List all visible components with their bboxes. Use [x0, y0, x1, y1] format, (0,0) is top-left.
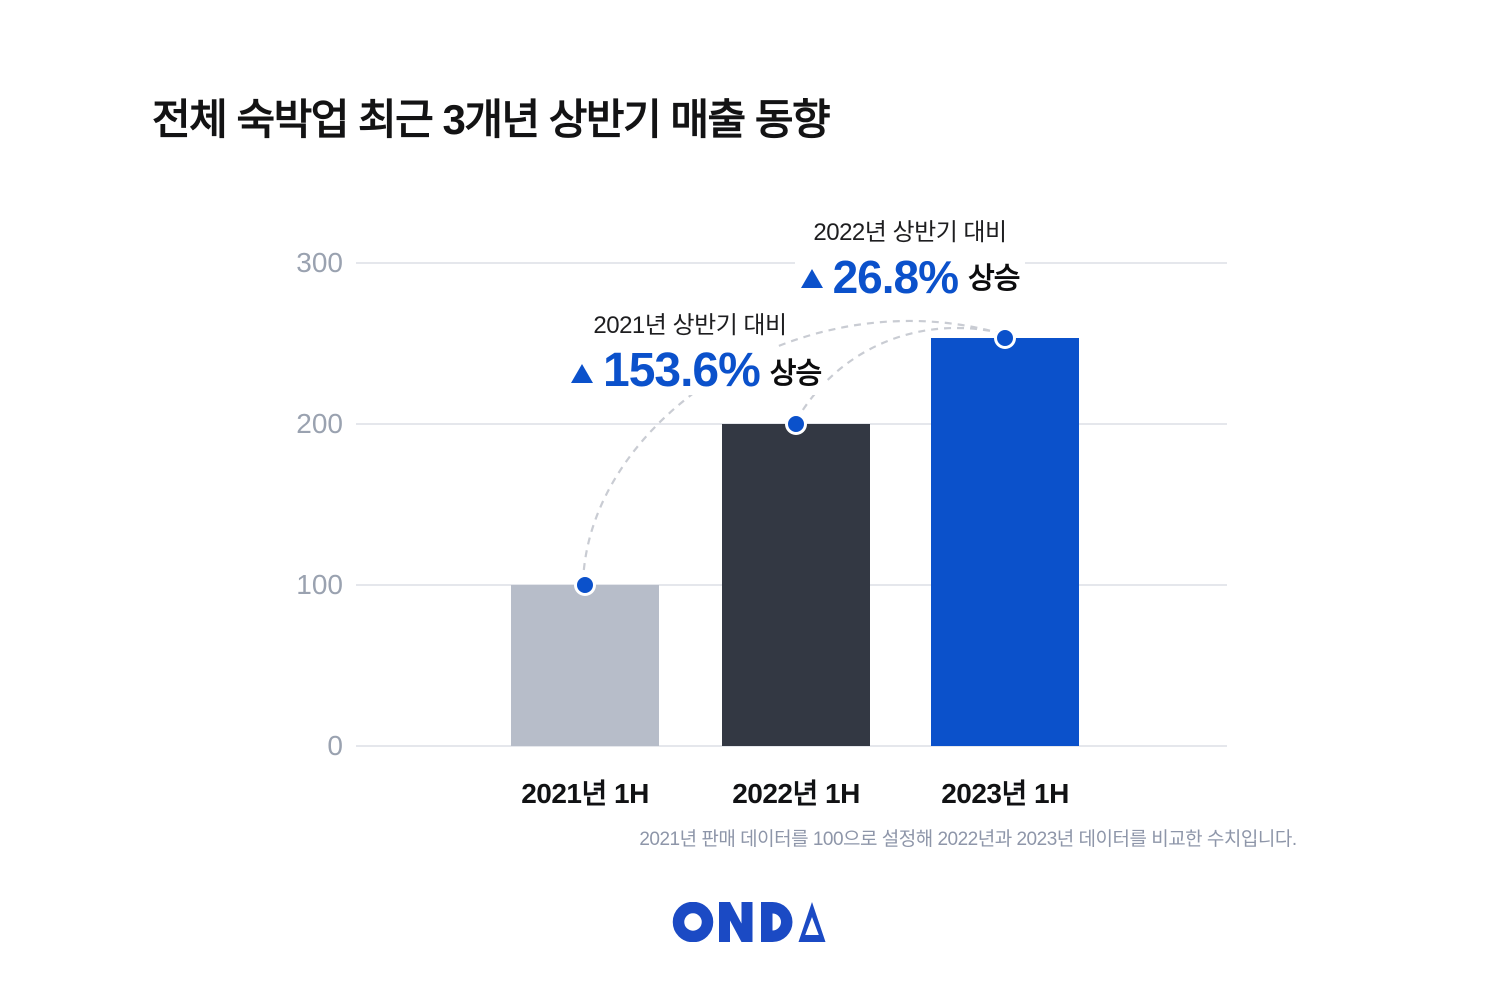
y-tick-label-200: 200	[296, 408, 343, 439]
annotation-vs-2022: 2022년 상반기 대비 26.8% 상승	[790, 212, 1030, 300]
annotation-vs-2021: 2021년 상반기 대비 153.6% 상승	[565, 305, 828, 395]
bar-2023년-1H	[931, 326, 1079, 746]
bar-top-dot	[785, 413, 807, 435]
bar-2021년-1H	[511, 574, 659, 746]
bar-top-dot	[994, 326, 1016, 349]
y-tick-label-300: 300	[296, 247, 343, 278]
triangle-up-icon	[571, 364, 593, 383]
annotation-suffix: 상승	[968, 263, 1020, 295]
gridline-0	[356, 745, 1227, 747]
annotation-label: 2022년 상반기 대비	[813, 219, 1007, 246]
annotation-suffix: 상승	[769, 358, 822, 390]
triangle-up-icon	[800, 269, 823, 288]
onda-logo	[672, 902, 826, 942]
bar-2022년-1H	[722, 413, 870, 746]
chart-footnote: 2021년 판매 데이터를 100으로 설정해 2022년과 2023년 데이터…	[639, 829, 1297, 850]
y-tick-label-0: 0	[327, 730, 343, 761]
onda-logo-letters	[672, 902, 826, 942]
y-tick-label-100: 100	[296, 569, 343, 600]
x-axis-label-3: 2023년 1H	[941, 778, 1069, 809]
annotation-value-row: 26.8% 상승	[794, 251, 1026, 303]
x-axis-label-2: 2022년 1H	[732, 778, 860, 809]
chart-title: 전체 숙박업 최근 3개년 상반기 매출 동향	[152, 96, 831, 143]
gridline-300	[356, 262, 1227, 264]
x-axis-label-1: 2021년 1H	[521, 778, 649, 809]
annotation-label: 2021년 상반기 대비	[593, 312, 787, 339]
annotation-percent: 153.6%	[603, 344, 761, 397]
annotation-percent: 26.8%	[832, 251, 959, 303]
annotation-value-row: 153.6% 상승	[565, 344, 828, 397]
bar-top-dot	[574, 574, 596, 596]
